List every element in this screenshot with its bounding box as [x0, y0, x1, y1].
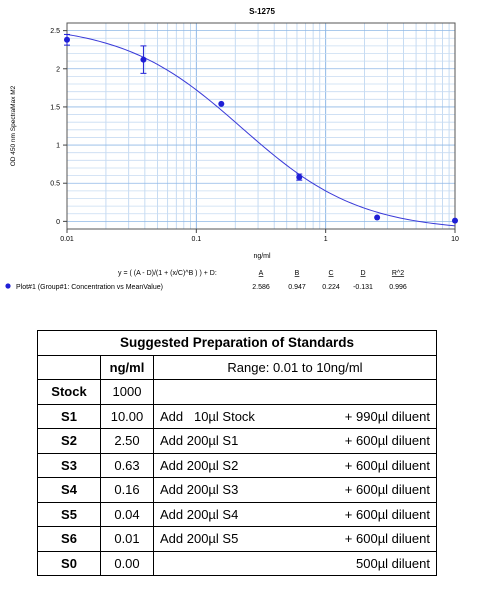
diluent-step: + 600µl diluent: [344, 457, 430, 473]
fit-equation: y = ( (A - D)/(1 + (x/C)^B ) ) + D:: [118, 270, 217, 277]
standards-table: Suggested Preparation of Standards ng/ml…: [37, 330, 437, 576]
standard-label: S2: [37, 428, 101, 454]
fit-param-name: B: [295, 270, 300, 277]
table-title: Suggested Preparation of Standards: [37, 330, 437, 356]
standard-concentration: 1000: [100, 379, 154, 405]
table-row: S4 0.16 Add 200µl S3 + 600µl diluent: [37, 477, 437, 503]
standard-preparation: Add 10µl Stock + 990µl diluent: [153, 403, 437, 429]
table-title-row: Suggested Preparation of Standards: [37, 330, 437, 356]
fit-parameters: A 2.586 B 0.947 C 0.224 D -0.131 R^2 0.996: [252, 270, 407, 291]
data-point: [64, 36, 70, 43]
fit-param-value: 2.586: [252, 284, 270, 291]
diluent-step: + 600µl diluent: [344, 506, 430, 522]
table-header-row: ng/ml Range: 0.01 to 10ng/ml: [37, 354, 437, 380]
data-point: [140, 56, 147, 63]
header-empty-cell: [37, 354, 101, 380]
standard-concentration: 0.00: [100, 550, 154, 576]
standard-preparation: Add 200µl S2 + 600µl diluent: [153, 452, 437, 478]
table-row: S2 2.50 Add 200µl S1 + 600µl diluent: [37, 428, 437, 454]
table-row: Stock 1000: [37, 379, 437, 405]
y-tick-label: 2.5: [50, 28, 60, 35]
fit-param-name: C: [328, 270, 333, 277]
y-tick-label: 2: [56, 66, 60, 73]
fit-param-name: D: [360, 270, 365, 277]
standard-label: S3: [37, 452, 101, 478]
standard-concentration: 0.01: [100, 526, 154, 552]
plot-frame: [66, 22, 456, 230]
grid-lines: [66, 22, 456, 230]
standard-preparation: Add 200µl S1 + 600µl diluent: [153, 428, 437, 454]
table-row: S5 0.04 Add 200µl S4 + 600µl diluent: [37, 501, 437, 527]
standard-preparation: Add 200µl S5 + 600µl diluent: [153, 526, 437, 552]
standard-preparation: [153, 379, 437, 405]
standard-label: S1: [37, 403, 101, 429]
standard-label: S0: [37, 550, 101, 576]
x-axis-label: ng/ml: [253, 253, 271, 260]
data-point: [452, 217, 458, 224]
fit-param-name: R^2: [392, 270, 404, 277]
fit-curve: [66, 33, 456, 227]
fit-param-value: 0.947: [288, 284, 306, 291]
standard-curve-chart: S-1275 0 0.5 1 1.5 2 2.5 0.01 0.1 1 10 OD 450 nm …: [5, 7, 459, 291]
standard-label: S5: [37, 501, 101, 527]
standard-label: Stock: [37, 379, 101, 405]
fit-param-name: A: [259, 270, 264, 277]
fit-param-value: 0.224: [322, 284, 340, 291]
data-point: [374, 214, 381, 221]
diluent-step: + 600µl diluent: [344, 433, 430, 449]
fit-curve-layer: [66, 33, 456, 227]
table-row: S1 10.00 Add 10µl Stock + 990µl diluent: [37, 403, 437, 429]
x-tick-label: 0.1: [191, 236, 201, 243]
standard-concentration: 0.04: [100, 501, 154, 527]
diluent-step: 500µl diluent: [356, 555, 430, 571]
data-points-layer: [64, 33, 458, 224]
fit-param-value: -0.131: [353, 284, 373, 291]
fit-param-value: 0.996: [389, 284, 407, 291]
add-step: Add 200µl S1: [160, 433, 239, 449]
table-row: S0 0.00 500µl diluent: [37, 550, 437, 576]
standard-concentration: 0.16: [100, 477, 154, 503]
standard-preparation: Add 200µl S4 + 600µl diluent: [153, 501, 437, 527]
data-point: [218, 100, 225, 107]
diluent-step: + 600µl diluent: [344, 531, 430, 547]
standard-concentration: 0.63: [100, 452, 154, 478]
chart-title: S-1275: [249, 7, 275, 16]
axis-ticks: 0 0.5 1 1.5 2 2.5 0.01 0.1 1 10: [50, 28, 459, 243]
standard-preparation: 500µl diluent: [153, 550, 437, 576]
standards-rows: Stock 1000 S1 10.00 Add 10µl Stock + 990µl di…: [37, 379, 437, 576]
legend-entry: Plot#1 (Group#1: Concentration vs MeanVa…: [16, 284, 163, 291]
standard-concentration: 10.00: [100, 403, 154, 429]
add-step: Add 200µl S3: [160, 482, 239, 498]
data-point: [296, 174, 303, 181]
x-tick-label: 1: [324, 236, 328, 243]
add-step: Add 200µl S4: [160, 506, 239, 522]
table-row: S3 0.63 Add 200µl S2 + 600µl diluent: [37, 452, 437, 478]
y-tick-label: 0.5: [50, 181, 60, 188]
diluent-step: + 600µl diluent: [344, 482, 430, 498]
standard-label: S6: [37, 526, 101, 552]
add-step: Add 10µl Stock: [160, 408, 255, 424]
header-range: Range: 0.01 to 10ng/ml: [153, 354, 437, 380]
standard-label: S4: [37, 477, 101, 503]
header-unit: ng/ml: [100, 354, 154, 380]
legend-marker: [5, 283, 11, 289]
add-step: Add 200µl S5: [160, 531, 239, 547]
y-tick-label: 1.5: [50, 104, 60, 111]
x-tick-label: 10: [451, 236, 459, 243]
y-tick-label: 0: [56, 219, 60, 226]
x-tick-label: 0.01: [60, 236, 74, 243]
standard-concentration: 2.50: [100, 428, 154, 454]
y-tick-label: 1: [56, 143, 60, 150]
add-step: Add 200µl S2: [160, 457, 239, 473]
diluent-step: + 990µl diluent: [344, 408, 430, 424]
standard-preparation: Add 200µl S3 + 600µl diluent: [153, 477, 437, 503]
table-row: S6 0.01 Add 200µl S5 + 600µl diluent: [37, 526, 437, 552]
y-axis-label: OD 450 nm SpectraMax M2: [10, 85, 17, 166]
